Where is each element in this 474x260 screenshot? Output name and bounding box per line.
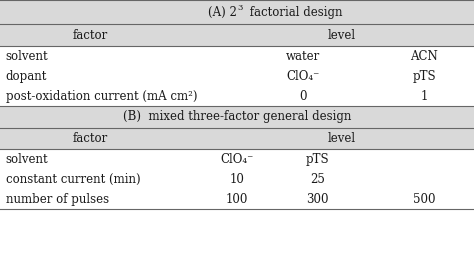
Text: 0: 0 — [300, 89, 307, 102]
Bar — [0, 189, 474, 209]
Text: post-oxidation current (mA cm²): post-oxidation current (mA cm²) — [6, 89, 197, 102]
Text: 25: 25 — [310, 173, 325, 186]
Text: 500: 500 — [413, 193, 436, 206]
Text: (A) 2: (A) 2 — [208, 6, 237, 19]
Bar — [0, 106, 474, 128]
Text: dopant: dopant — [6, 69, 47, 82]
Text: 100: 100 — [226, 193, 248, 206]
Text: (B)  mixed three-factor general design: (B) mixed three-factor general design — [123, 110, 351, 123]
Text: level: level — [327, 29, 356, 42]
Text: ClO₄⁻: ClO₄⁻ — [287, 69, 320, 82]
Text: level: level — [327, 132, 356, 145]
Text: factor: factor — [73, 132, 108, 145]
Bar — [0, 46, 474, 66]
Text: ClO₄⁻: ClO₄⁻ — [220, 153, 254, 166]
Text: solvent: solvent — [6, 153, 48, 166]
Text: water: water — [286, 49, 320, 62]
Bar — [0, 128, 474, 149]
Bar — [0, 169, 474, 189]
Text: 10: 10 — [229, 173, 245, 186]
Text: solvent: solvent — [6, 49, 48, 62]
Text: factor: factor — [73, 29, 108, 42]
Bar — [0, 66, 474, 86]
Text: number of pulses: number of pulses — [6, 193, 109, 206]
Text: pTS: pTS — [306, 153, 329, 166]
Bar — [0, 149, 474, 169]
Text: factorial design: factorial design — [246, 6, 343, 19]
Text: 3: 3 — [237, 4, 243, 11]
Text: constant current (min): constant current (min) — [6, 173, 140, 186]
Text: pTS: pTS — [412, 69, 436, 82]
Bar — [0, 0, 474, 24]
Text: ACN: ACN — [410, 49, 438, 62]
Text: 300: 300 — [306, 193, 329, 206]
Bar — [0, 86, 474, 106]
Bar — [0, 24, 474, 46]
Text: 1: 1 — [420, 89, 428, 102]
